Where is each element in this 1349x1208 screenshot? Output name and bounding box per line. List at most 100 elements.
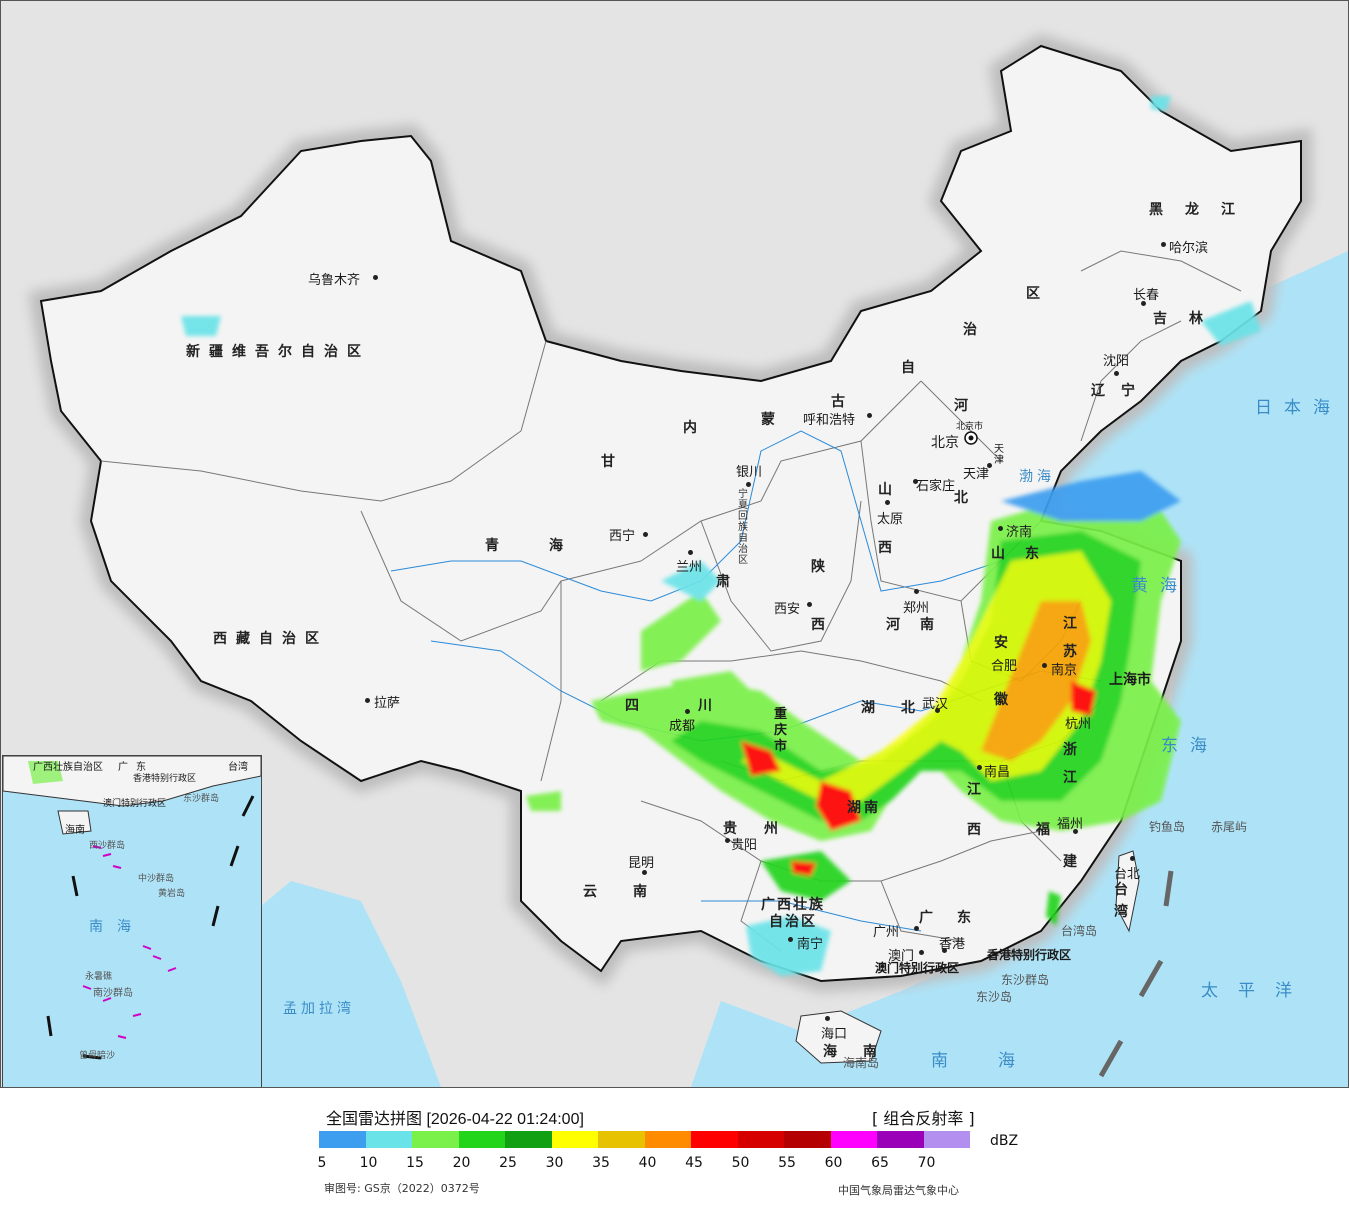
island-label-dongsha-islands: 东沙群岛	[1001, 973, 1050, 987]
province-label-neimenggu-5: 治	[963, 322, 986, 338]
color-swatch	[737, 1131, 784, 1148]
china-map-graphic	[28, 33, 1348, 1087]
province-label-shaanxi-2: 西	[811, 617, 834, 633]
province-label-hainan-1: 海	[823, 1044, 846, 1060]
province-label-guangxi-2: 自治区	[769, 914, 817, 930]
scale-tick-label: 15	[406, 1155, 424, 1171]
color-swatch	[923, 1131, 970, 1148]
city-label-lanzhou: 兰州	[676, 560, 703, 575]
province-label-anhui-2: 徽	[994, 692, 1017, 708]
city-dot-lhasa	[365, 698, 370, 703]
taiwan-land	[1115, 850, 1140, 933]
city-label-taipei: 台北	[1114, 867, 1141, 882]
inset-label-nansha: 南沙群岛	[93, 988, 133, 999]
inset-label-taiwan: 台湾	[228, 762, 248, 773]
city-label-zhengzhou: 郑州	[903, 601, 930, 616]
city-dot-tianjin	[987, 463, 992, 468]
inset-label-zengmu: 曾母暗沙	[79, 1051, 116, 1061]
boundary-dashes	[1098, 870, 1174, 1078]
city-label-xian: 西安	[774, 602, 801, 617]
province-label-gansu-2: 肃	[716, 574, 739, 590]
color-swatch	[877, 1131, 924, 1148]
radar-map: 新疆维吾尔自治区 西藏自治区 青海 甘 肃 内 蒙 古 自 治 区 宁夏回族自治…	[0, 0, 1349, 1088]
city-dot-wuhan	[935, 708, 940, 713]
province-label-yunnan: 云南	[583, 884, 683, 900]
data-source: 中国气象局雷达气象中心	[838, 1184, 959, 1197]
city-label-nanjing: 南京	[1051, 663, 1078, 678]
inset-label-dongsha: 东沙群岛	[183, 794, 220, 804]
province-label-sichuan-1: 四	[625, 698, 648, 714]
province-label-jiangsu-1: 江	[1063, 616, 1086, 632]
province-label-fujian-2: 建	[1063, 854, 1086, 870]
city-dot-macau	[919, 950, 924, 955]
province-label-sichuan-2: 川	[698, 698, 721, 714]
city-label-haikou: 海口	[821, 1027, 848, 1042]
city-label-fuzhou: 福州	[1057, 817, 1084, 832]
city-label-hohhot: 呼和浩特	[803, 413, 856, 428]
scale-tick-label: 10	[359, 1155, 378, 1171]
inset-label-guangxi: 广西壮族自治区	[33, 762, 103, 773]
city-dot-taipei	[1130, 856, 1135, 861]
city-label-wuhan: 武汉	[922, 697, 949, 712]
scale-tick-label: 55	[778, 1155, 796, 1171]
province-label-ningxia: 宁夏回族自治区	[738, 489, 748, 566]
city-dot-lanzhou	[688, 550, 693, 555]
city-dot-changchun	[1141, 301, 1146, 306]
color-swatch	[830, 1131, 877, 1148]
province-label-anhui-1: 安	[994, 635, 1017, 651]
map-approval-number: 审图号: GS京（2022）0372号	[324, 1182, 480, 1195]
province-label-guangdong: 广东	[919, 910, 995, 926]
province-label-neimenggu-1: 内	[683, 420, 706, 436]
scale-tick-label: 70	[917, 1155, 936, 1171]
city-dot-haikou	[825, 1016, 830, 1021]
city-label-taiyuan: 太原	[877, 512, 904, 527]
sea-label-bengal: 孟加拉湾	[283, 1001, 355, 1017]
inset-label-hk: 香港特别行政区	[133, 774, 197, 784]
province-label-zhejiang-1: 浙	[1063, 742, 1086, 758]
province-label-taiwan-1: 台	[1114, 882, 1137, 898]
city-label-shijiazhuang: 石家庄	[916, 479, 956, 494]
color-swatch	[784, 1131, 831, 1148]
island-label-chiwei: 赤尾屿	[1211, 820, 1248, 834]
province-label-hunan-2: 南	[864, 800, 887, 816]
city-dot-taiyuan	[885, 500, 890, 505]
city-label-hangzhou: 杭州	[1065, 717, 1092, 732]
province-label-shaanxi-1: 陕	[811, 559, 834, 575]
sea-label-bohai: 渤海	[1019, 469, 1055, 485]
province-label-xinjiang: 新疆维吾尔自治区	[186, 344, 370, 360]
inset-label-macao: 澳门特别行政区	[103, 799, 167, 809]
scale-tick-label: 30	[545, 1155, 564, 1171]
city-label-chengdu: 成都	[669, 719, 696, 734]
scale-tick-label: 65	[871, 1155, 889, 1171]
sea-label-south: 南海	[931, 1051, 1065, 1071]
color-swatch	[412, 1131, 459, 1148]
city-dot-zhengzhou	[914, 589, 919, 594]
province-label-neimenggu-3: 古	[831, 394, 854, 410]
city-dot-harbin	[1161, 242, 1166, 247]
city-dot-nanning	[788, 937, 793, 942]
sea-label-japan: 日本海	[1255, 398, 1342, 418]
hainan-land	[795, 1010, 882, 1064]
province-label-taiwan-2: 湾	[1114, 904, 1137, 920]
province-label-xizang: 西藏自治区	[213, 631, 328, 647]
legend-product-name: [ 组合反射率 ]	[872, 1109, 975, 1128]
city-label-xining: 西宁	[609, 529, 636, 544]
city-label-kunming: 昆明	[628, 856, 655, 871]
province-label-hubei: 湖北	[861, 700, 941, 716]
color-swatch	[458, 1131, 505, 1148]
city-dot-xian	[807, 602, 812, 607]
color-swatch	[598, 1131, 645, 1148]
province-label-jiangsu-2: 苏	[1063, 644, 1086, 660]
inset-label-guangdong: 广东	[118, 762, 154, 773]
city-dot-guangzhou	[914, 926, 919, 931]
province-label-hebei-1: 河	[954, 398, 977, 414]
inset-label-hainan: 海南	[65, 825, 85, 836]
scale-tick-label: 60	[824, 1155, 843, 1171]
inset-label-zhongsha: 中沙群岛	[138, 874, 175, 884]
city-dot-shijiazhuang	[913, 479, 918, 484]
province-label-jilin: 吉林	[1153, 311, 1225, 327]
island-label-dongsha: 东沙岛	[976, 990, 1013, 1004]
city-dot-nanchang	[977, 765, 982, 770]
color-swatch	[644, 1131, 691, 1148]
city-label-lhasa: 拉萨	[374, 696, 401, 711]
